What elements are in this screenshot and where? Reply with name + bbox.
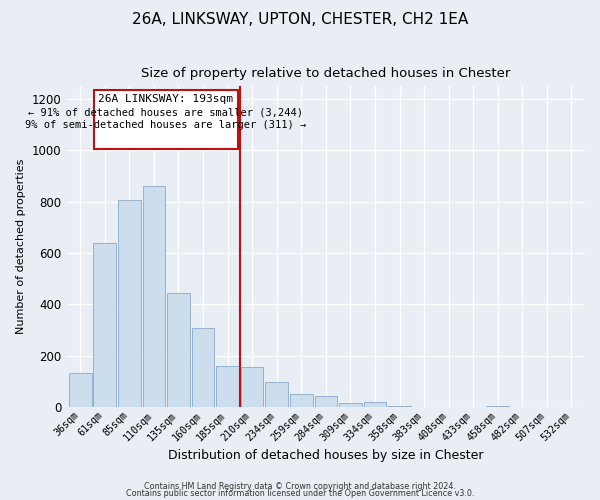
Y-axis label: Number of detached properties: Number of detached properties — [16, 159, 26, 334]
Text: Contains HM Land Registry data © Crown copyright and database right 2024.: Contains HM Land Registry data © Crown c… — [144, 482, 456, 491]
Title: Size of property relative to detached houses in Chester: Size of property relative to detached ho… — [141, 68, 511, 80]
Bar — [290, 394, 313, 407]
Text: 26A LINKSWAY: 193sqm: 26A LINKSWAY: 193sqm — [98, 94, 233, 104]
Bar — [118, 200, 140, 408]
Text: Contains public sector information licensed under the Open Government Licence v3: Contains public sector information licen… — [126, 490, 474, 498]
Bar — [364, 402, 386, 407]
Text: 9% of semi-detached houses are larger (311) →: 9% of semi-detached houses are larger (3… — [25, 120, 307, 130]
Text: ← 91% of detached houses are smaller (3,244): ← 91% of detached houses are smaller (3,… — [28, 108, 304, 118]
Bar — [265, 382, 288, 407]
Bar — [487, 406, 509, 407]
Bar — [339, 402, 362, 407]
Bar — [94, 242, 116, 408]
Bar — [241, 368, 263, 408]
Bar — [560, 406, 583, 408]
X-axis label: Distribution of detached houses by size in Chester: Distribution of detached houses by size … — [168, 450, 484, 462]
Bar — [413, 406, 436, 408]
Bar — [94, 90, 238, 149]
Bar — [314, 396, 337, 407]
Text: 26A, LINKSWAY, UPTON, CHESTER, CH2 1EA: 26A, LINKSWAY, UPTON, CHESTER, CH2 1EA — [132, 12, 468, 28]
Bar — [167, 293, 190, 408]
Bar — [69, 372, 92, 408]
Bar — [192, 328, 214, 407]
Bar — [216, 366, 239, 408]
Bar — [388, 406, 411, 407]
Bar — [143, 186, 165, 408]
